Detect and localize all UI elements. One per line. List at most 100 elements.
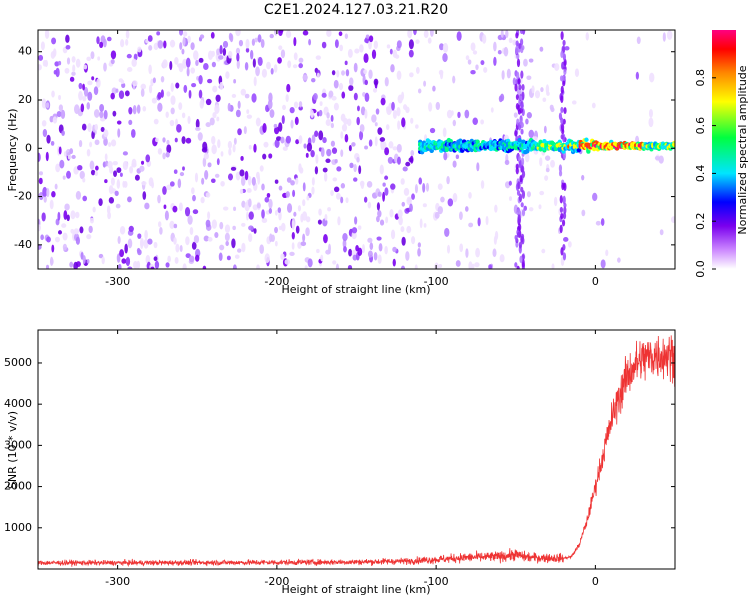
spectrogram-noise-dot [253,76,257,87]
spectrogram-noise-dot [385,216,389,224]
spectrogram-noise-dot [562,118,566,125]
spectrogram-noise-dot [127,266,133,269]
spectrogram-noise-dot [111,87,117,95]
spectrogram-noise-dot [409,72,414,78]
spectrogram-noise-dot [231,93,237,98]
spectrogram-noise-dot [162,152,166,160]
spectrogram-noise-dot [266,61,271,70]
spectrogram-noise-dot [600,218,605,226]
spectrogram-noise-dot [371,49,377,60]
spectrogram-noise-dot [325,158,331,163]
spectrogram-noise-dot [122,151,128,156]
spectrogram-noise-dot [313,93,318,101]
spectrogram-noise-dot [322,167,328,173]
spectrogram-noise-dot [492,248,497,258]
spectrogram-noise-dot [494,204,498,213]
spectrogram-noise-dot [128,225,134,232]
spectrogram-noise-dot [119,172,123,177]
spectrogram-noise-dot [649,72,655,83]
spectrogram-noise-dot [187,215,193,225]
spectrogram-noise-dot [214,104,220,114]
spectrogram-noise-dot [520,30,524,35]
spectrogram-noise-dot [432,85,436,92]
spectrogram-noise-dot [285,30,292,38]
spectrogram-noise-dot [121,82,126,89]
spectrogram-noise-dot [58,146,62,155]
spectrogram-noise-dot [559,195,563,204]
spectrogram-noise-dot [237,248,242,253]
spectrogram-noise-dot [104,179,108,184]
spectrogram-noise-dot [75,190,82,200]
spectrogram-noise-dot [340,183,346,189]
spectrogram-noise-dot [276,136,282,141]
spectrogram-noise-dot [199,99,204,109]
spectrogram-noise-dot [560,31,564,41]
spectrogram-noise-dot [190,42,195,51]
spectrogram-noise-dot [189,227,194,236]
spectrogram-noise-dot [52,48,57,57]
spectrogram-noise-dot [178,63,184,73]
spectrogram-noise-dot [104,153,108,161]
y-tick-label: 40 [18,45,32,58]
spectrogram-noise-dot [236,53,240,62]
snr-x-ticks: -300 -200 -100 0 [105,330,599,588]
spectrogram-noise-dot [216,48,221,56]
spectrogram-noise-dot [82,95,87,102]
spectrogram-noise-dot [136,104,141,114]
spectrogram-noise-dot [520,102,524,109]
spectrogram-noise-dot [140,88,145,98]
spectrogram-noise-dot [347,264,353,269]
spectrogram-noise-dot [86,56,92,62]
spectrogram-noise-dot [41,212,46,222]
spectrogram-noise-dot [585,32,589,41]
spectrogram-noise-dot [321,41,327,49]
spectrogram-noise-dot [194,172,199,183]
spectrogram-noise-dot [545,167,550,173]
spectrogram-noise-dot [311,177,315,186]
spectrogram-noise-dot [277,207,282,213]
spectrogram-noise-dot [415,39,420,44]
spectrogram-noise-dot [224,232,230,242]
spectrogram-noise-dot [302,74,308,81]
spectrogram-noise-dot [136,247,141,254]
spectrogram-noise-dot [106,36,112,42]
spectrogram-noise-dot [407,30,413,39]
spectrogram-noise-dot [518,84,522,91]
spectrogram-noise-dot [157,194,161,204]
spectrogram-noise-dot [344,33,349,39]
spectrogram-noise-dot [359,124,365,133]
spectrogram-noise-dot [57,230,63,235]
spectrogram-noise-dot [401,236,406,246]
spectrogram-noise-dot [550,107,555,113]
spectrogram-noise-dot [311,134,316,144]
spectrogram-y-ticks: -40 -20 0 20 40 [14,45,675,251]
spectrogram-noise-dot [446,175,450,185]
spectrogram-noise-dot [125,38,129,46]
spectrogram-noise-dot [244,61,249,71]
spectrogram-noise-dot [38,152,41,162]
spectrogram-noise-dot [324,213,328,221]
spectrogram-noise-dot [273,123,278,128]
spectrogram-noise-dot [119,225,126,235]
spectrogram-noise-dot [46,187,50,198]
spectrogram-noise-dot [341,70,345,76]
spectrogram-noise-dot [341,123,348,132]
spectrogram-noise-dot [46,236,51,243]
spectrogram-noise-dot [75,236,81,245]
spectrogram-noise-dot [157,148,163,155]
spectrogram-noise-dot [346,118,352,127]
spectrogram-noise-dot [386,44,391,49]
spectrogram-noise-dot [299,167,304,174]
spectrogram-noise-dot [148,84,153,94]
spectrogram-noise-dot [103,137,108,146]
spectrogram-noise-dot [490,107,494,113]
spectrogram-noise-dot [118,90,125,100]
spectrogram-noise-dot [316,248,320,254]
spectrogram-noise-dot [392,246,397,253]
spectrogram-noise-dot [307,258,313,268]
spectrogram-noise-dot [298,57,304,63]
spectrogram-noise-dot [174,56,179,65]
spectrogram-noise-dot [538,204,542,210]
spectrogram-noise-dot [137,46,142,53]
